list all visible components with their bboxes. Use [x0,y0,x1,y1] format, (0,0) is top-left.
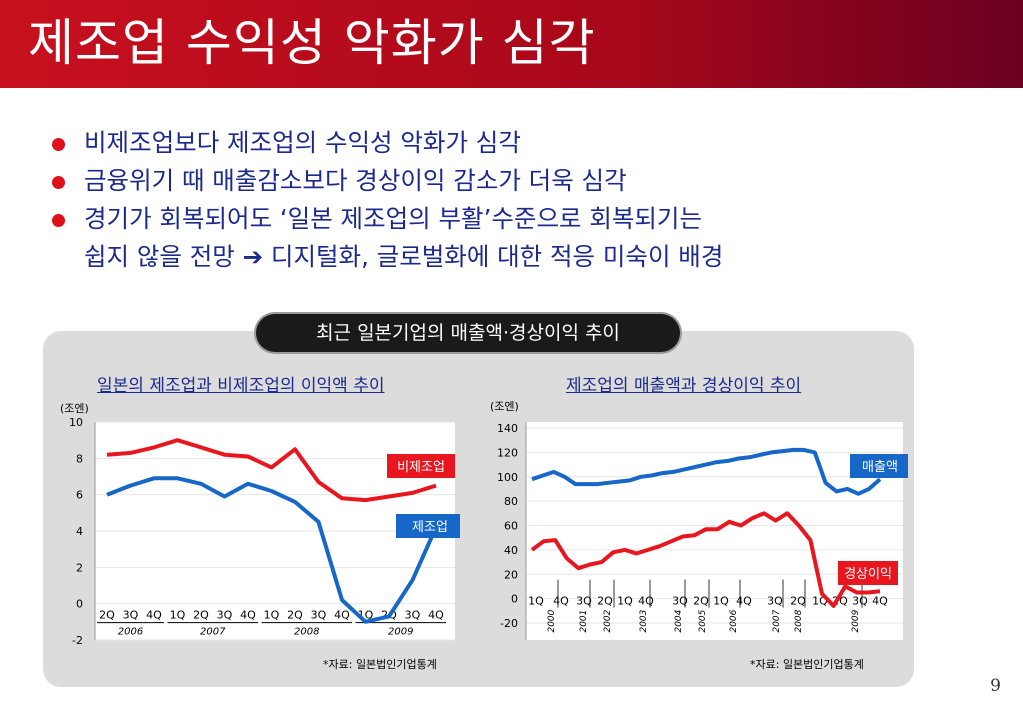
chart2-ytick-label: 80 [504,495,518,508]
chart1-legend-label: 제조업 [412,520,448,535]
chart2-legend-box [838,561,898,585]
chart2-legend-box [850,454,908,478]
chart2-year-label: 2006 [729,609,739,632]
chart1-unit: (조엔) [60,402,89,415]
chart1-year-label: 2006 [118,627,143,638]
chart1-legend-box [396,514,460,538]
bullet-text: 금융위기 때 매출감소보다 경상이익 감소가 더욱 심각 [84,166,627,195]
chart2-year-label: 2009 [851,609,861,632]
bullet-dot-icon [52,214,65,227]
chart1-ytick-label: 8 [76,452,83,465]
chart2-year-label: 2007 [772,609,782,632]
chart1-xtick-label: 2Q [287,609,303,622]
chart1-xtick-label: 4Q [146,609,162,622]
chart1-ytick-label: 6 [76,489,83,502]
chart1-source: *자료: 일본법인기업통계 [323,658,437,671]
chart1-year-label: 2008 [294,627,319,638]
chart1-series-line-manufacturing [106,476,438,624]
bullet-text: 비제조업보다 제조업의 수익성 악화가 심각 [84,128,521,157]
chart2-legend-label: 매출액 [862,460,898,475]
chart2-ytick-label: 0 [511,593,518,606]
chart2-xtick-label: 4Q [638,595,654,608]
bullet-list: 비제조업보다 제조업의 수익성 악화가 심각 금융위기 때 매출감소보다 경상이… [50,124,1000,276]
chart1-ytick-label: 10 [69,416,83,429]
chart2-xtick-label: 3Q [576,595,592,608]
chart1-xtick-label: 4Q [240,609,256,622]
chart1-ytick-label: 4 [76,525,83,538]
chart1-xtick-label: 3Q [123,609,139,622]
chart2-xtick-label: 2Q [597,595,613,608]
chart2-xtick-label: 2Q [693,595,709,608]
title-bar: 제조업 수익성 악화가 심각 [0,0,1023,88]
page-number: 9 [990,676,1001,696]
chart2-ytick-label: 120 [497,446,518,459]
chart1-ytick-label: -2 [72,634,83,647]
chart2-legend-label: 경상이익 [844,567,892,582]
chart2-title: 제조업의 매출액과 경상이익 추이 [566,376,802,396]
chart2-series-line-ordinary-profit [530,511,881,608]
chart1-xtick-label: 3Q [311,609,327,622]
chart2-xtick-label: 1Q [528,595,544,608]
chart1-legend-box [387,454,455,478]
chart1-title: 일본의 제조업과 비제조업의 이익액 추이 [97,376,385,396]
bullet-text: 경기가 회복되어도 ‘일본 제조업의 부활’수준으로 회복되기는 [84,204,703,233]
chart2-series-line-sales [531,447,882,496]
chart2-year-label: 2003 [639,609,649,632]
bullet-dot-icon [52,138,65,151]
chart2-xtick-label: 3Q [672,595,688,608]
chart2-ytick-label: 20 [504,568,518,581]
chart2-plot: 140 120 100 80 60 40 20 0 -20 1Q 4Q 3Q 2Q 1Q 4Q 3Q 2Q 1Q 4… [497,422,908,640]
chart2-source: *자료: 일본법인기업통계 [750,658,864,671]
chart1-year-label: 2009 [388,627,413,638]
chart1-xtick-label: 4Q [428,609,444,622]
chart2-year-label: 2001 [579,610,589,633]
chart1-xtick-label: 2Q [193,609,209,622]
slide-title: 제조업 수익성 악화가 심각 [28,14,596,72]
chart2-xtick-label: 1Q [617,595,633,608]
chart2-xtick-label: 1Q [713,595,729,608]
chart2-xtick-label: 4Q [872,595,888,608]
panel-title: 최근 일본기업의 매출액·경상이익 추이 [256,314,680,352]
chart2-ytick-label: 40 [504,544,518,557]
chart1-ytick-label: 0 [76,598,83,611]
chart2-xtick-label: 3Q [767,595,783,608]
chart1-ytick-label: 2 [76,561,83,574]
chart1-legend-label: 비제조업 [397,460,445,475]
chart2-year-label: 2005 [698,609,708,632]
bullet-item: 비제조업보다 제조업의 수익성 악화가 심각 [50,124,1000,162]
chart2-year-label: 2008 [794,609,804,632]
bullet-text-continuation: 쉽지 않을 전망 ➔ 디지털화, 글로벌화에 대한 적응 미숙이 배경 [84,242,724,271]
chart2-unit: (조엔) [490,400,519,413]
chart2-year-label: 2000 [547,609,557,632]
chart2-xtick-label: 2Q [790,595,806,608]
chart2-xtick-label: 4Q [553,595,569,608]
chart1-xtick-label: 1Q [170,609,186,622]
chart1-series-line-nonmanufacturing [106,438,437,503]
chart2-year-label: 2002 [603,609,613,632]
chart2-ytick-label: -20 [500,617,518,630]
chart1-xtick-label: 3Q [405,609,421,622]
chart1-xtick-label: 1Q [264,609,280,622]
chart1-year-label: 2007 [200,627,226,638]
chart2-ytick-label: 140 [497,422,518,435]
chart2-year-label: 2004 [674,609,684,632]
chart2-xtick-label: 3Q [852,595,868,608]
chart1-xtick-label: 3Q [217,609,233,622]
chart2-ytick-label: 60 [504,520,518,533]
chart2-xtick-label: 4Q [736,595,752,608]
bullet-item: 경기가 회복되어도 ‘일본 제조업의 부활’수준으로 회복되기는 쉽지 않을 전… [50,200,1000,276]
bullet-item: 금융위기 때 매출감소보다 경상이익 감소가 더욱 심각 [50,162,1000,200]
chart1-xtick-label: 4Q [334,609,350,622]
bullet-dot-icon [52,176,65,189]
chart1-xtick-label: 2Q [99,609,115,622]
chart2-ytick-label: 100 [497,471,518,484]
